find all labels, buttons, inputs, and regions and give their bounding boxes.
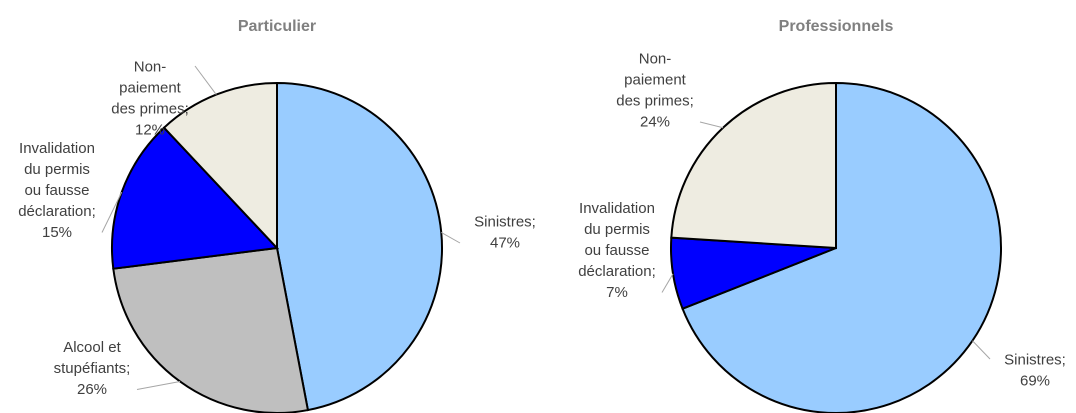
value-label: 26% — [77, 381, 107, 398]
category-label: Alcool et stupéfiants; — [54, 339, 131, 377]
pie-slice — [276, 81, 443, 412]
category-line: Invalidation — [19, 140, 95, 157]
category-line: ou fausse — [24, 182, 89, 199]
category-line: Invalidation — [579, 200, 655, 217]
leader-line — [101, 191, 123, 233]
value-label: 12% — [135, 122, 165, 139]
data-label: Non-paiement des primes; 12% — [111, 59, 189, 139]
category-line: des primes; — [616, 93, 694, 110]
leader-line — [136, 380, 181, 390]
leader-line — [661, 273, 674, 293]
leader-line — [699, 121, 724, 129]
data-label: Invalidation du permis ou fausse déclaratio… — [18, 140, 96, 241]
data-label: Sinistres; 47% — [474, 214, 536, 252]
category-line: paiement — [624, 72, 687, 89]
pie-slice — [162, 81, 278, 251]
data-label: Invalidation du permis ou fausse déclaratio… — [578, 200, 656, 301]
data-label: Non-paiement des primes; 24% — [616, 51, 694, 131]
category-line: déclaration; — [578, 263, 656, 280]
category-line: des primes; — [111, 101, 189, 118]
category-label: Invalidation du permis ou fausse déclaratio… — [18, 140, 96, 220]
category-line: Sinistres; — [1004, 352, 1066, 369]
leader-line — [194, 65, 217, 95]
category-label: Non-paiement des primes; — [111, 59, 189, 118]
category-line: déclaration; — [18, 203, 96, 220]
category-label: Invalidation du permis ou fausse déclaratio… — [578, 200, 656, 280]
value-label: 7% — [606, 284, 628, 301]
category-label: Non-paiement des primes; — [616, 51, 694, 110]
value-label: 24% — [640, 114, 670, 131]
category-label: Sinistres; — [474, 214, 536, 231]
category-line: Non- — [134, 59, 167, 76]
leader-line — [972, 340, 991, 360]
chart-title: Professionnels — [779, 18, 894, 35]
pie-slice — [681, 81, 1002, 413]
category-line: stupéfiants; — [54, 360, 131, 377]
category-label: Sinistres; — [1004, 352, 1066, 369]
category-line: Non- — [639, 51, 672, 68]
pie-slice — [670, 81, 837, 250]
value-label: 47% — [490, 235, 520, 252]
chart-title: Particulier — [238, 18, 316, 35]
category-line: ou fausse — [584, 242, 649, 259]
category-line: Alcool et — [63, 339, 121, 356]
category-line: paiement — [119, 80, 182, 97]
category-line: Sinistres; — [474, 214, 536, 231]
data-label: Alcool et stupéfiants; 26% — [54, 339, 131, 398]
value-label: 15% — [42, 224, 72, 241]
category-line: du permis — [584, 221, 650, 238]
category-line: du permis — [24, 161, 90, 178]
data-label: Sinistres; 69% — [1004, 352, 1066, 390]
pie-slice — [111, 126, 280, 270]
leader-line — [441, 232, 461, 244]
value-label: 69% — [1020, 373, 1050, 390]
